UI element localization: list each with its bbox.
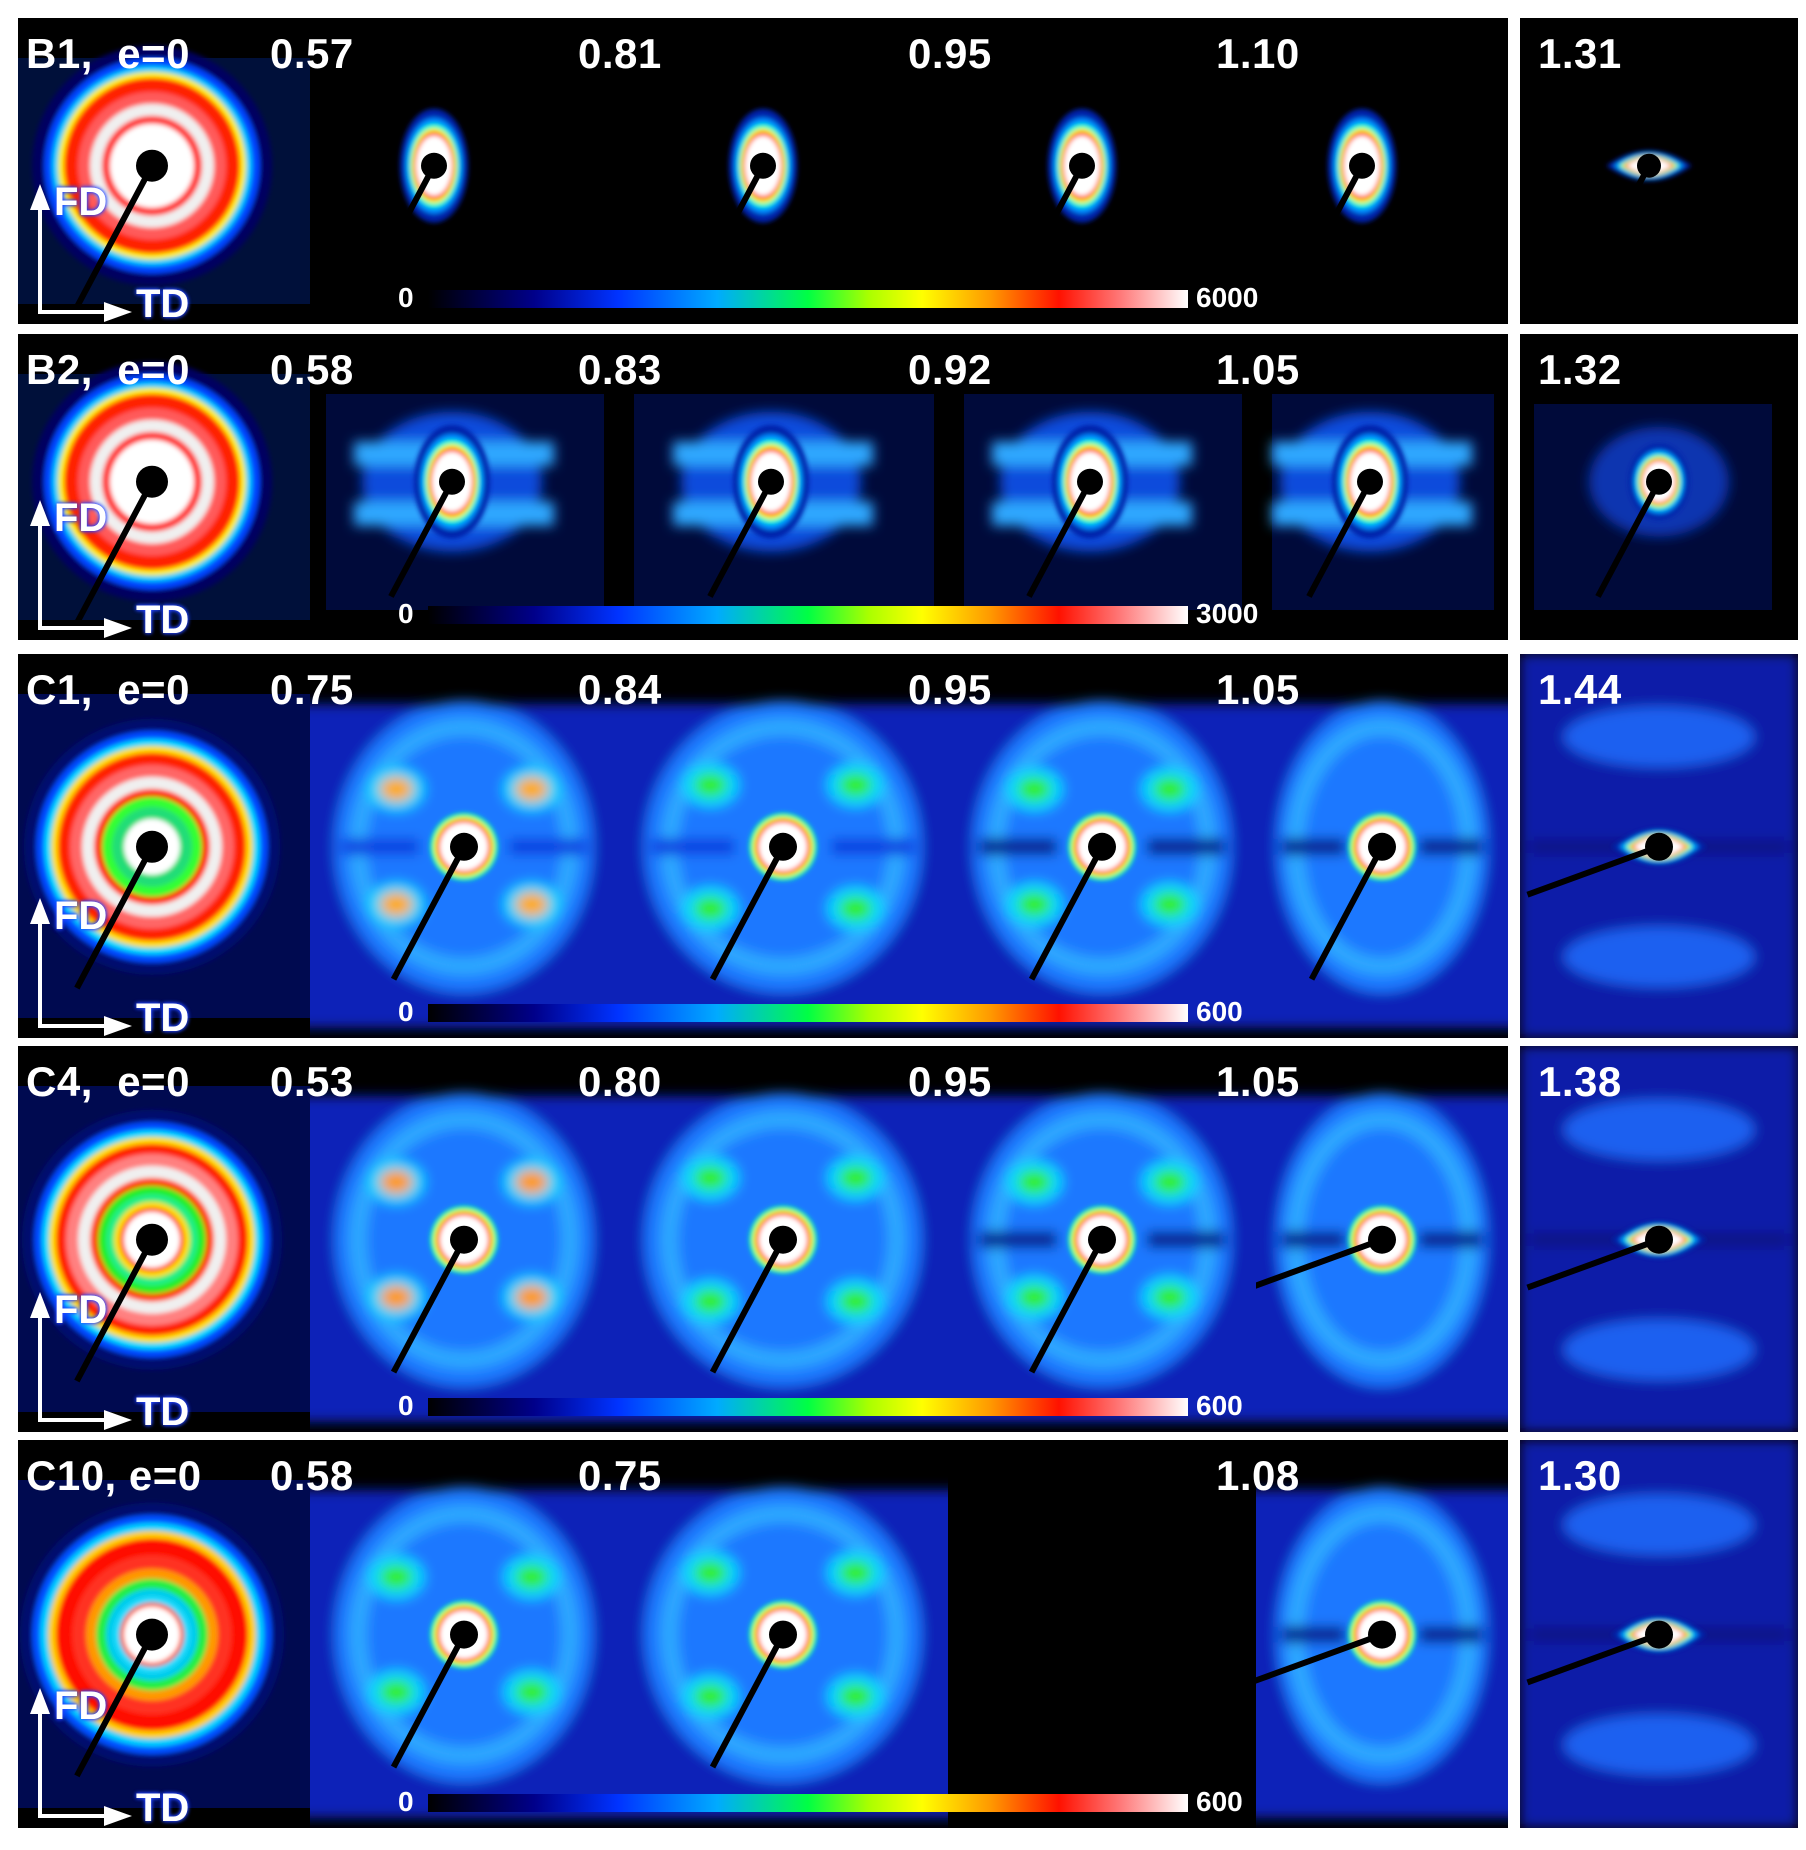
- fd-axis-label: FD: [54, 1684, 108, 1728]
- intensity-colorbar: [428, 606, 1188, 624]
- strain-pattern: [310, 334, 618, 640]
- colorbar-min-label: 0: [398, 282, 414, 313]
- strain-pattern: [1256, 334, 1508, 640]
- strain-label: 1.08: [1216, 1452, 1300, 1499]
- strain-pattern: [1256, 1440, 1508, 1828]
- reference-pattern: [18, 654, 310, 1038]
- orientation-axes: FD TD: [28, 490, 198, 645]
- strain-label: 0.84: [578, 666, 662, 713]
- colorbar-max-label: 600: [1196, 996, 1243, 1027]
- td-axis-label: TD: [136, 1786, 190, 1830]
- sample-label: B2, e=0: [26, 346, 190, 393]
- intensity-colorbar: [428, 1004, 1188, 1022]
- pattern-strip: B2, e=0 0.58 0.83 0.92 1.05 FD TD 0 3000: [18, 334, 1508, 642]
- sample-label: C10, e=0: [26, 1452, 202, 1499]
- strain-label: 0.58: [270, 346, 354, 393]
- fd-axis-label: FD: [54, 180, 108, 224]
- strain-label: 1.05: [1216, 1058, 1300, 1105]
- td-axis-label: TD: [136, 282, 190, 326]
- reference-pattern: [18, 1046, 310, 1432]
- colorbar-min-label: 0: [398, 1390, 414, 1421]
- reference-pattern: [18, 1440, 310, 1828]
- strain-pattern: [618, 654, 948, 1038]
- strain-label: 1.05: [1216, 346, 1300, 393]
- strain-pattern: [948, 334, 1256, 640]
- strain-pattern: [310, 654, 618, 1038]
- strain-label: 0.75: [270, 666, 354, 713]
- td-axis-label: TD: [136, 1390, 190, 1434]
- strain-pattern: [310, 1046, 618, 1432]
- colorbar-min-label: 0: [398, 598, 414, 629]
- final-strain-pattern: 1.30: [1520, 1440, 1798, 1828]
- strain-label: 0.83: [578, 346, 662, 393]
- strain-label: 0.53: [270, 1058, 354, 1105]
- strain-label: 0.57: [270, 30, 354, 77]
- intensity-colorbar: [428, 1794, 1188, 1812]
- strain-label: 0.95: [908, 1058, 992, 1105]
- final-strain-label: 1.31: [1538, 30, 1622, 77]
- strain-label: 0.80: [578, 1058, 662, 1105]
- strain-label: 1.05: [1216, 666, 1300, 713]
- fd-axis-label: FD: [54, 894, 108, 938]
- final-strain-pattern: 1.38: [1520, 1046, 1798, 1432]
- strain-pattern: [948, 1046, 1256, 1432]
- reference-pattern: [18, 18, 310, 324]
- colorbar-max-label: 6000: [1196, 282, 1259, 313]
- strain-pattern: [948, 18, 1256, 324]
- fd-axis-label: FD: [54, 1288, 108, 1332]
- td-axis-label: TD: [136, 996, 190, 1040]
- colorbar-min-label: 0: [398, 1786, 414, 1817]
- intensity-colorbar: [428, 290, 1188, 308]
- reference-pattern: [18, 334, 310, 640]
- orientation-axes: FD TD: [28, 1678, 198, 1833]
- colorbar-max-label: 3000: [1196, 598, 1259, 629]
- td-axis-label: TD: [136, 598, 190, 642]
- strain-label: 0.92: [908, 346, 992, 393]
- strain-pattern: [618, 18, 948, 324]
- strain-label: 0.58: [270, 1452, 354, 1499]
- final-strain-pattern: 1.31: [1520, 18, 1798, 324]
- strain-pattern: [1256, 1046, 1508, 1432]
- strain-label: 0.95: [908, 30, 992, 77]
- strain-pattern: [618, 1046, 948, 1432]
- orientation-axes: FD TD: [28, 888, 198, 1043]
- pattern-strip: C10, e=0 0.58 0.75 1.08 FD TD 0 600: [18, 1440, 1508, 1830]
- orientation-axes: FD TD: [28, 1282, 198, 1437]
- final-strain-label: 1.44: [1538, 666, 1622, 713]
- pattern-strip: B1, e=0 0.57 0.81 0.95 1.10 FD TD 0 6000: [18, 18, 1508, 326]
- strain-pattern: [618, 1440, 948, 1828]
- strain-pattern: [1256, 654, 1508, 1038]
- final-strain-label: 1.32: [1538, 346, 1622, 393]
- strain-pattern: [948, 1440, 1256, 1828]
- final-strain-pattern: 1.44: [1520, 654, 1798, 1038]
- orientation-axes: FD TD: [28, 174, 198, 329]
- fd-axis-label: FD: [54, 496, 108, 540]
- sample-label: C1, e=0: [26, 666, 190, 713]
- strain-label: 0.81: [578, 30, 662, 77]
- sample-label: C4, e=0: [26, 1058, 190, 1105]
- final-strain-label: 1.30: [1538, 1452, 1622, 1499]
- colorbar-max-label: 600: [1196, 1786, 1243, 1817]
- pattern-strip: C4, e=0 0.53 0.80 0.95 1.05 FD TD 0 600: [18, 1046, 1508, 1434]
- strain-label: 0.95: [908, 666, 992, 713]
- strain-label: 1.10: [1216, 30, 1300, 77]
- strain-label: 0.75: [578, 1452, 662, 1499]
- final-strain-label: 1.38: [1538, 1058, 1622, 1105]
- final-strain-pattern: 1.32: [1520, 334, 1798, 640]
- strain-pattern: [618, 334, 948, 640]
- colorbar-max-label: 600: [1196, 1390, 1243, 1421]
- intensity-colorbar: [428, 1398, 1188, 1416]
- strain-pattern: [310, 1440, 618, 1828]
- strain-pattern: [1256, 18, 1508, 324]
- sample-label: B1, e=0: [26, 30, 190, 77]
- strain-pattern: [310, 18, 618, 324]
- strain-pattern: [948, 654, 1256, 1038]
- colorbar-min-label: 0: [398, 996, 414, 1027]
- pattern-strip: C1, e=0 0.75 0.84 0.95 1.05 FD TD 0 600: [18, 654, 1508, 1040]
